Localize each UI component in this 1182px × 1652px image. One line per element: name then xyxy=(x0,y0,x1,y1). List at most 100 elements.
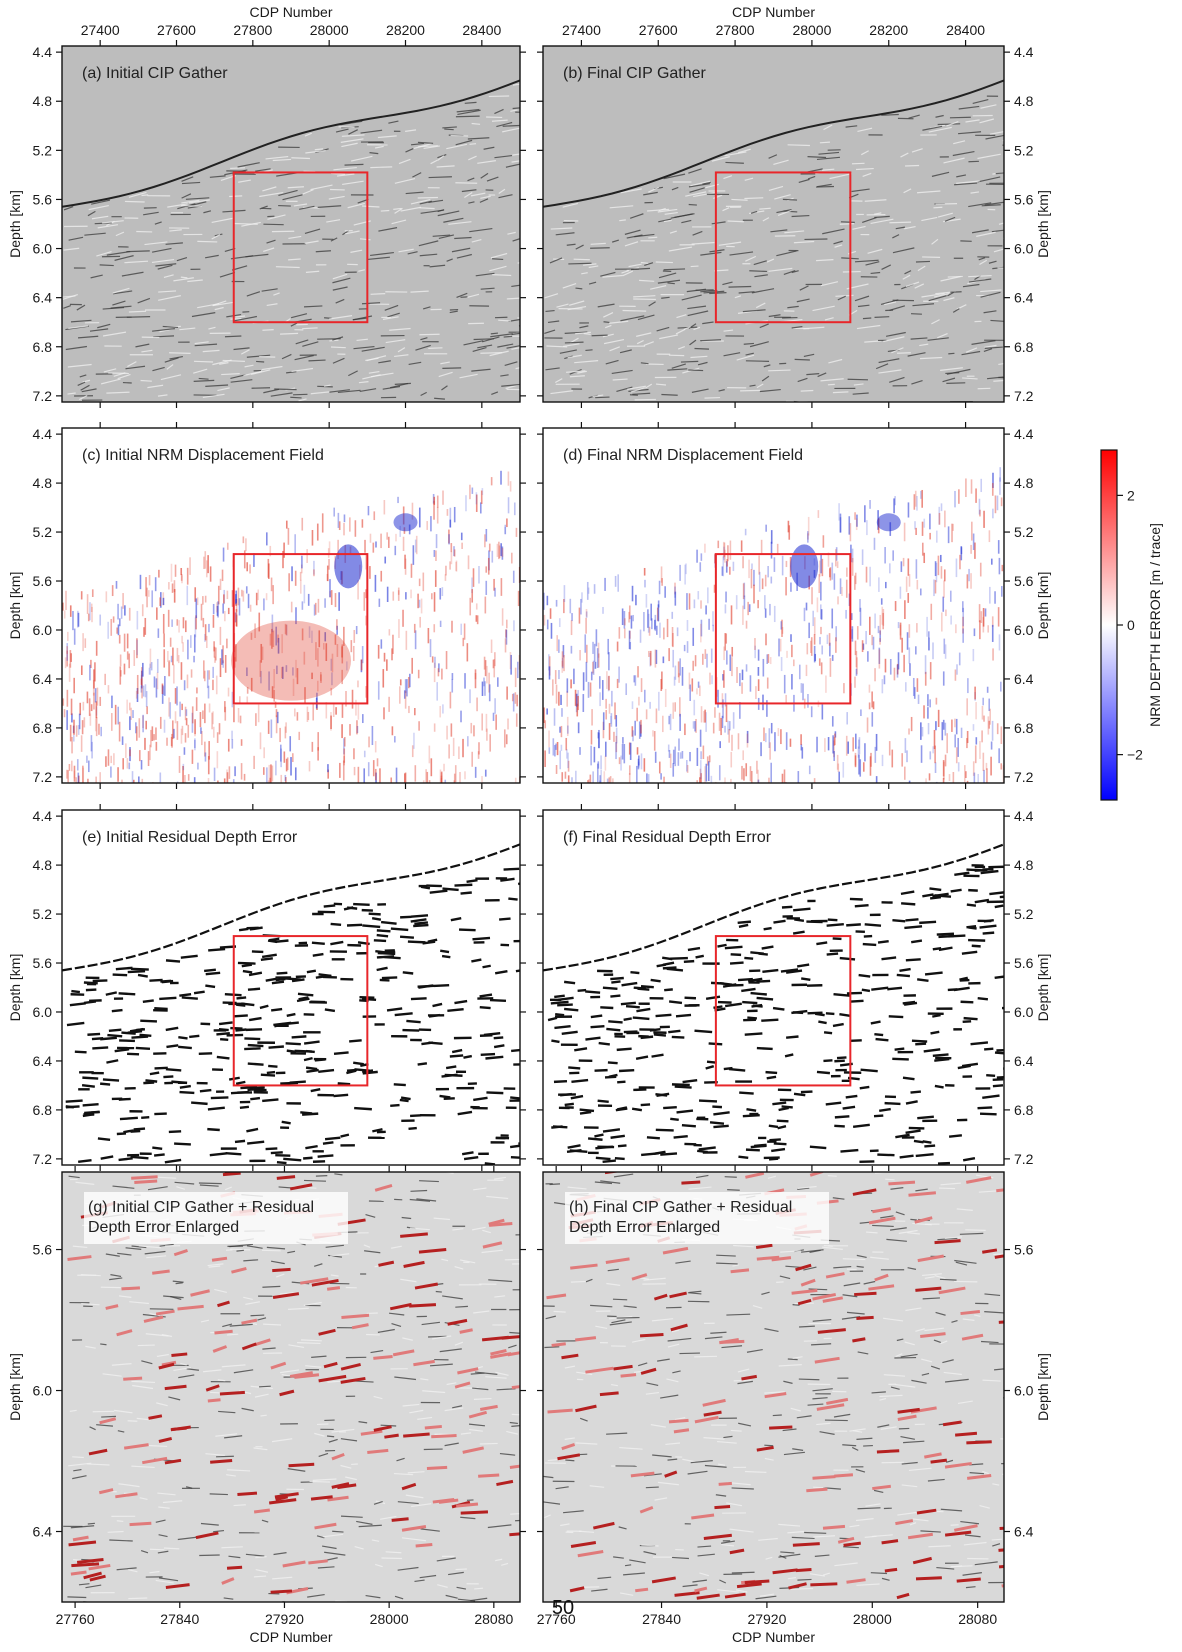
panel-d-frame xyxy=(542,427,1005,784)
panel-e-y-tick-label: 7.2 xyxy=(33,1151,53,1167)
panel-g-y-tick-label: 6.4 xyxy=(33,1524,53,1540)
panel-e-y-tick-label: 5.2 xyxy=(33,906,53,922)
panel-b-frame xyxy=(542,45,1005,403)
panel-d-y-tick-label: 6.8 xyxy=(1014,720,1034,736)
panel-c: (c) Initial NRM Displacement Field 4.4 4.8… xyxy=(7,422,526,789)
panel-a-x-tick-label: 28000 xyxy=(310,22,349,38)
panel-e-ylabel: Depth [km] xyxy=(7,954,23,1022)
panel-e-y-tick-label: 6.0 xyxy=(33,1004,53,1020)
panel-g-x-tick-label: 27760 xyxy=(56,1611,95,1627)
panel-h-title-line: (h) Final CIP Gather + Residual xyxy=(569,1199,792,1216)
panel-b-x-tick-label: 27800 xyxy=(716,22,755,38)
colorbar-tick-label: 0 xyxy=(1127,617,1135,633)
panel-a-y-tick-label: 5.2 xyxy=(33,142,53,158)
panel-f-y-tick-label: 4.8 xyxy=(1014,857,1034,873)
panel-f-y-tick-label: 4.4 xyxy=(1014,808,1034,824)
panel-c-y-tick-label: 6.8 xyxy=(33,720,53,736)
panel-h-y-tick-label: 6.4 xyxy=(1014,1524,1034,1540)
panel-h: (h) Final CIP Gather + Residual Depth Err… xyxy=(537,1166,1051,1645)
panel-c-y-tick-label: 4.4 xyxy=(33,426,53,442)
panel-h-y-tick-label: 6.0 xyxy=(1014,1383,1034,1399)
panel-c-y-tick-label: 7.2 xyxy=(33,769,53,785)
panel-g-x-tick-label: 28080 xyxy=(474,1611,513,1627)
panel-e-y-tick-label: 6.4 xyxy=(33,1053,53,1069)
panel-b-y-tick-label: 4.8 xyxy=(1014,93,1034,109)
panel-g-y-tick-label: 5.6 xyxy=(33,1242,53,1258)
panel-a-y-tick-label: 4.4 xyxy=(33,44,53,60)
panel-g: (g) Initial CIP Gather + Residual Depth E… xyxy=(7,1166,526,1645)
colorbar: 2 0 −2 NRM DEPTH ERROR [m / trace] xyxy=(1100,449,1163,801)
panel-h-x-tick-label: 28080 xyxy=(958,1611,997,1627)
panel-b-y-tick-label: 4.4 xyxy=(1014,44,1034,60)
panel-e-title: (e) Initial Residual Depth Error xyxy=(82,829,298,846)
panel-c-title: (c) Initial NRM Displacement Field xyxy=(82,447,324,464)
panel-d-ylabel: Depth [km] xyxy=(1035,572,1051,640)
panel-b-x-tick-label: 27400 xyxy=(562,22,601,38)
panel-e-zoom-box xyxy=(232,935,369,1087)
panel-g-title-line: (g) Initial CIP Gather + Residual xyxy=(88,1199,314,1216)
panel-d-y-tick-label: 6.4 xyxy=(1014,671,1034,687)
panel-d-y-tick-label: 5.2 xyxy=(1014,524,1034,540)
panel-f-zoom-box xyxy=(714,935,852,1087)
panel-a-x-tick-label: 27800 xyxy=(233,22,272,38)
panel-a-x-tick-label: 27400 xyxy=(81,22,120,38)
panel-b: (b) Final CIP Gather 4.4 4.8 5.2 5.6 6.0 6.4 6.… xyxy=(537,4,1051,408)
panel-b-y-tick-label: 6.0 xyxy=(1014,241,1034,257)
panel-b-x-tick-label: 27600 xyxy=(639,22,678,38)
panel-h-y-tick-label: 5.6 xyxy=(1014,1242,1034,1258)
panel-f-y-tick-label: 7.2 xyxy=(1014,1151,1034,1167)
panel-a-x-tick-label: 28200 xyxy=(386,22,425,38)
panel-f: (f) Final Residual Depth Error 4.4 4.8 5.2 5… xyxy=(537,804,1051,1171)
panel-c-y-tick-label: 6.0 xyxy=(33,622,53,638)
panel-h-xlabel: CDP Number xyxy=(732,1629,815,1645)
panel-d-zoom-box xyxy=(714,553,852,705)
panel-h-frame xyxy=(542,1171,1005,1603)
panel-d-y-tick-label: 4.8 xyxy=(1014,475,1034,491)
colorbar-tick-label: 2 xyxy=(1127,487,1135,503)
panel-f-y-tick-label: 6.4 xyxy=(1014,1053,1034,1069)
panel-e-y-tick-label: 4.4 xyxy=(33,808,53,824)
panel-b-zoom-box xyxy=(714,171,852,324)
panel-g-ylabel: Depth [km] xyxy=(7,1353,23,1421)
panel-c-zoom-box xyxy=(232,553,369,705)
panel-b-y-tick-label: 5.6 xyxy=(1014,191,1034,207)
panel-a-x-tick-label: 27600 xyxy=(157,22,196,38)
panel-h-x-tick-label: 27840 xyxy=(642,1611,681,1627)
panel-b-ylabel: Depth [km] xyxy=(1035,190,1051,258)
panel-c-ylabel: Depth [km] xyxy=(7,572,23,640)
panel-f-y-tick-label: 6.8 xyxy=(1014,1102,1034,1118)
panel-d-image xyxy=(543,428,1004,783)
panel-a-y-tick-label: 7.2 xyxy=(33,388,53,404)
panel-a-y-tick-label: 6.4 xyxy=(33,290,53,306)
panel-a-zoom-box xyxy=(232,171,369,324)
panel-g-x-tick-label: 27920 xyxy=(265,1611,304,1627)
panel-a-ylabel: Depth [km] xyxy=(7,190,23,258)
panel-g-x-tick-label: 28000 xyxy=(370,1611,409,1627)
panel-h-x-tick-label: 27760 xyxy=(537,1611,576,1627)
panel-e-y-tick-label: 4.8 xyxy=(33,857,53,873)
panel-d: (d) Final NRM Displacement Field 4.4 4.8 5.… xyxy=(537,422,1051,789)
panel-f-y-tick-label: 5.6 xyxy=(1014,955,1034,971)
panel-h-x-tick-label: 28000 xyxy=(853,1611,892,1627)
panel-a: (a) Initial CIP Gather 4.4 4.8 5.2 5.6 6.0 6.4… xyxy=(7,4,526,408)
panel-c-image xyxy=(62,428,520,783)
panel-b-image xyxy=(543,46,1004,402)
panels-layer: (a) Initial CIP Gather 4.4 4.8 5.2 5.6 6.0 6.4… xyxy=(7,4,1051,1645)
panel-b-y-tick-label: 5.2 xyxy=(1014,142,1034,158)
panel-a-frame xyxy=(61,45,521,403)
panel-g-title-line: Depth Error Enlarged xyxy=(88,1219,239,1236)
panel-g-x-tick-label: 27840 xyxy=(160,1611,199,1627)
colorbar-ticks: 2 0 −2 xyxy=(1117,487,1143,763)
panel-g-y-tick-label: 6.0 xyxy=(33,1383,53,1399)
panel-b-y-tick-label: 6.8 xyxy=(1014,339,1034,355)
panel-e: (e) Initial Residual Depth Error 4.4 4.8 5.… xyxy=(7,804,526,1171)
panel-g-frame xyxy=(61,1171,521,1603)
panel-a-title: (a) Initial CIP Gather xyxy=(82,65,228,82)
panel-a-y-tick-label: 5.6 xyxy=(33,191,53,207)
panel-f-y-tick-label: 6.0 xyxy=(1014,1004,1034,1020)
panel-d-title: (d) Final NRM Displacement Field xyxy=(563,447,803,464)
panel-d-y-tick-label: 4.4 xyxy=(1014,426,1034,442)
panel-h-ylabel: Depth [km] xyxy=(1035,1353,1051,1421)
panel-f-image xyxy=(543,810,1004,1165)
panel-f-title: (f) Final Residual Depth Error xyxy=(563,829,772,846)
